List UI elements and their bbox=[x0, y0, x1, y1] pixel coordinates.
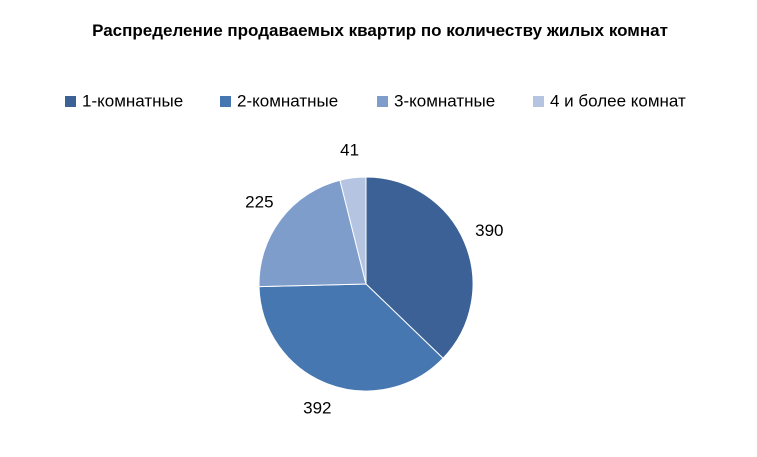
pie-slice bbox=[258, 283, 444, 392]
data-label: 392 bbox=[303, 398, 331, 417]
legend-swatch bbox=[220, 96, 231, 107]
pie-slice bbox=[365, 176, 474, 359]
legend-label: 2-комнатные bbox=[237, 91, 338, 110]
legend-label: 3-комнатные bbox=[394, 91, 495, 110]
data-label: 41 bbox=[340, 140, 359, 159]
pie-slice bbox=[339, 176, 367, 285]
chart-title: Распределение продаваемых квартир по кол… bbox=[92, 21, 668, 40]
legend-label: 4 и более комнат bbox=[550, 91, 686, 110]
legend-swatch bbox=[533, 96, 544, 107]
legend-swatch bbox=[377, 96, 388, 107]
legend-swatch bbox=[65, 96, 76, 107]
data-label: 390 bbox=[475, 221, 503, 240]
data-label: 225 bbox=[245, 192, 273, 211]
pie-slice bbox=[258, 179, 367, 288]
legend-label: 1-комнатные bbox=[82, 91, 183, 110]
